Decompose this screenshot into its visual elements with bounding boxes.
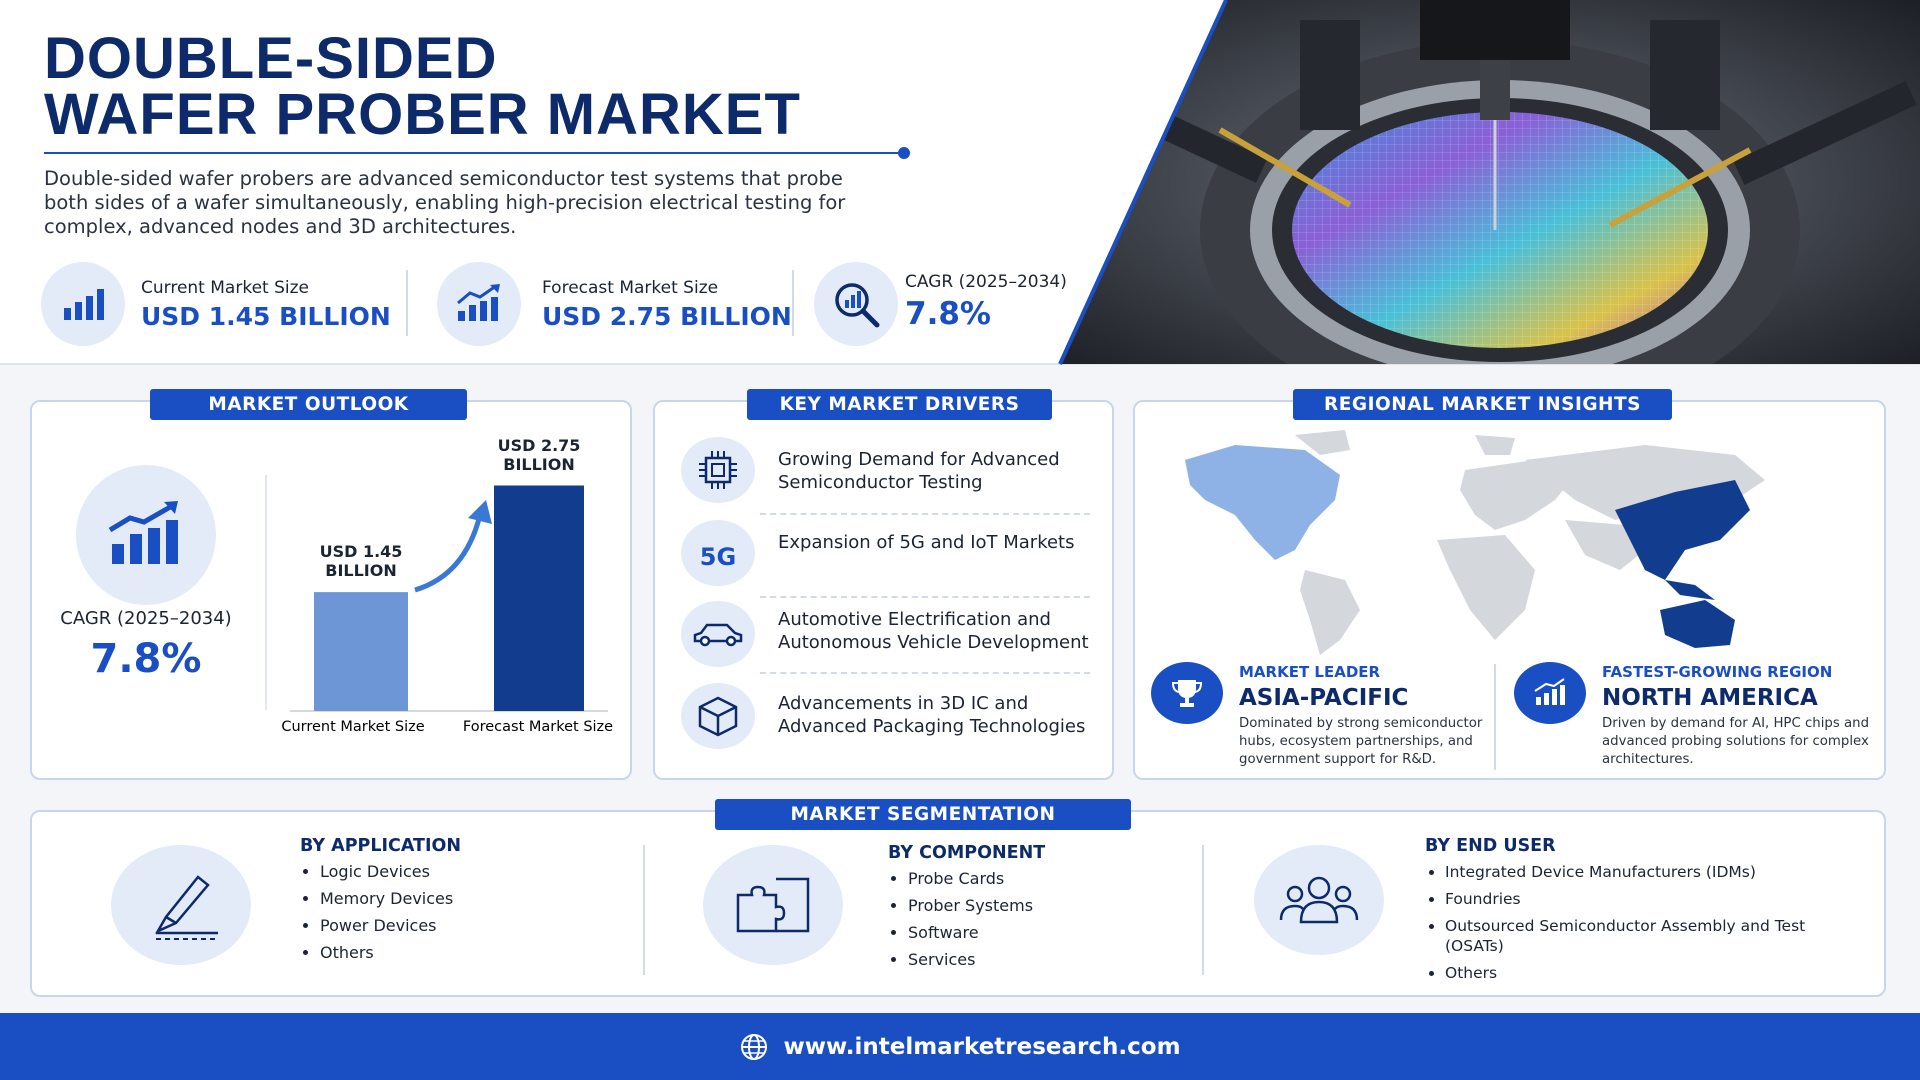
value-label: USD 1.45 BILLION: [319, 542, 403, 581]
divider: [1494, 664, 1496, 770]
stat-label: Forecast Market Size: [542, 278, 719, 298]
section-title: MARKET OUTLOOK: [150, 389, 467, 420]
driver-text: Growing Demand for Advanced Semiconducto…: [778, 449, 1060, 493]
segment-title: BY COMPONENT: [888, 843, 1046, 863]
stat-label: CAGR (2025–2034): [905, 272, 1067, 292]
segment-item: Services: [908, 950, 1045, 970]
growth-arrow: [414, 514, 483, 593]
driver-icon: 5G: [681, 520, 755, 586]
stat: Current Market Size USD 1.45 BILLION: [141, 278, 391, 331]
stat: CAGR (2025–2034) 7.8%: [905, 272, 1067, 332]
region-description: Dominated by strong semiconductor hubs, …: [1239, 716, 1483, 767]
growth-arrow-head: [468, 500, 492, 524]
driver-text: Expansion of 5G and IoT Markets: [778, 532, 1075, 553]
driver-icon: [681, 683, 755, 749]
segment-item: Software: [908, 923, 1045, 943]
segment-group: BY END USER Integrated Device Manufactur…: [1425, 836, 1845, 990]
segment-title: BY APPLICATION: [300, 836, 462, 856]
separator: [760, 513, 1090, 515]
segment-item: Probe Cards: [908, 869, 1045, 889]
segment-title: BY END USER: [1425, 836, 1556, 856]
divider: [1202, 845, 1204, 975]
segment-item: Prober Systems: [908, 896, 1045, 916]
region-label: MARKET LEADER: [1239, 663, 1381, 681]
stat-label: Current Market Size: [141, 278, 309, 298]
segment-item: Logic Devices: [320, 862, 461, 882]
title-line: DOUBLE-SIDED: [44, 26, 498, 91]
segment-icon: [111, 845, 251, 965]
segment-item: Memory Devices: [320, 889, 461, 909]
stat-icon: [437, 262, 521, 346]
cagr-label: CAGR (2025–2034): [60, 608, 232, 629]
globe-icon: [741, 1033, 768, 1060]
driver-icon: [681, 437, 755, 503]
outlook-icon: [76, 465, 216, 605]
segment-item: Others: [1445, 963, 1845, 983]
segment-list: Logic Devices Memory Devices Power Devic…: [300, 862, 461, 963]
world-map: [1185, 430, 1765, 655]
stat-value: USD 2.75 BILLION: [542, 302, 792, 331]
divider: [643, 845, 645, 975]
fastest: FASTEST-GROWING REGION NORTH AMERICA Dri…: [1602, 663, 1872, 769]
divider: [792, 270, 794, 336]
cagr-value: 7.8%: [90, 636, 202, 682]
x-tick-label: Current Market Size: [281, 719, 424, 735]
divider: [265, 475, 267, 710]
section-title: MARKET SEGMENTATION: [715, 799, 1131, 830]
segment-icon: [1254, 845, 1384, 955]
footer: www.intelmarketresearch.com: [0, 1013, 1920, 1080]
driver-icon: [681, 601, 755, 667]
segment-list: Probe Cards Prober Systems Software Serv…: [888, 869, 1045, 970]
stat-icon: [41, 262, 125, 346]
segment-item: Outsourced Semiconductor Assembly and Te…: [1445, 916, 1845, 956]
segment-item: Foundries: [1445, 889, 1845, 909]
title-underline: [44, 147, 910, 159]
section-title: REGIONAL MARKET INSIGHTS: [1293, 389, 1672, 420]
region-label: FASTEST-GROWING REGION: [1602, 663, 1833, 681]
value-label-box: USD 1.45 BILLION: [319, 542, 403, 581]
separator: [760, 596, 1090, 598]
segment-icon: [703, 845, 843, 965]
region-name: ASIA-PACIFIC: [1239, 685, 1409, 711]
separator: [760, 672, 1090, 674]
segment-list: Integrated Device Manufacturers (IDMs) F…: [1425, 862, 1845, 983]
stat-icon: [814, 262, 898, 346]
segment-item: Power Devices: [320, 916, 461, 936]
title-line: WAFER PROBER MARKET: [44, 82, 801, 147]
icon-5g: 5G: [699, 543, 737, 571]
bar: [494, 485, 584, 711]
value-label-box: USD 2.75 BILLION: [497, 435, 581, 474]
section-title: KEY MARKET DRIVERS: [747, 389, 1052, 420]
hero-image: [1058, 0, 1920, 365]
value-label: USD 2.75 BILLION: [497, 435, 581, 474]
driver-text: Automotive Electrification and Autonomou…: [778, 609, 1089, 653]
segment-group: BY COMPONENT Probe Cards Prober Systems …: [888, 843, 1045, 977]
outlook-chart: Current Market Size USD 1.45 BILLION Forec…: [281, 435, 613, 736]
stat: Forecast Market Size USD 2.75 BILLION: [542, 278, 792, 331]
segment-item: Others: [320, 943, 461, 963]
bar: [314, 592, 408, 711]
region-description: Driven by demand for AI, HPC chips and a…: [1602, 716, 1870, 767]
fastest-icon: [1514, 662, 1586, 724]
footer-url[interactable]: www.intelmarketresearch.com: [783, 1033, 1181, 1060]
x-tick-label: Forecast Market Size: [463, 719, 613, 735]
segment-group: BY APPLICATION Logic Devices Memory Devi…: [300, 836, 461, 970]
stat-value: USD 1.45 BILLION: [141, 302, 391, 331]
description: Double-sided wafer probers are advanced …: [44, 167, 846, 238]
leader: MARKET LEADER ASIA-PACIFIC Dominated by …: [1239, 663, 1484, 769]
region-name: NORTH AMERICA: [1602, 685, 1818, 711]
panel: [30, 810, 1886, 997]
segment-item: Integrated Device Manufacturers (IDMs): [1445, 862, 1845, 882]
divider: [406, 270, 408, 336]
leader-icon: [1151, 662, 1223, 724]
driver-text: Advancements in 3D IC and Advanced Packa…: [778, 693, 1086, 737]
stat-value: 7.8%: [905, 296, 991, 332]
